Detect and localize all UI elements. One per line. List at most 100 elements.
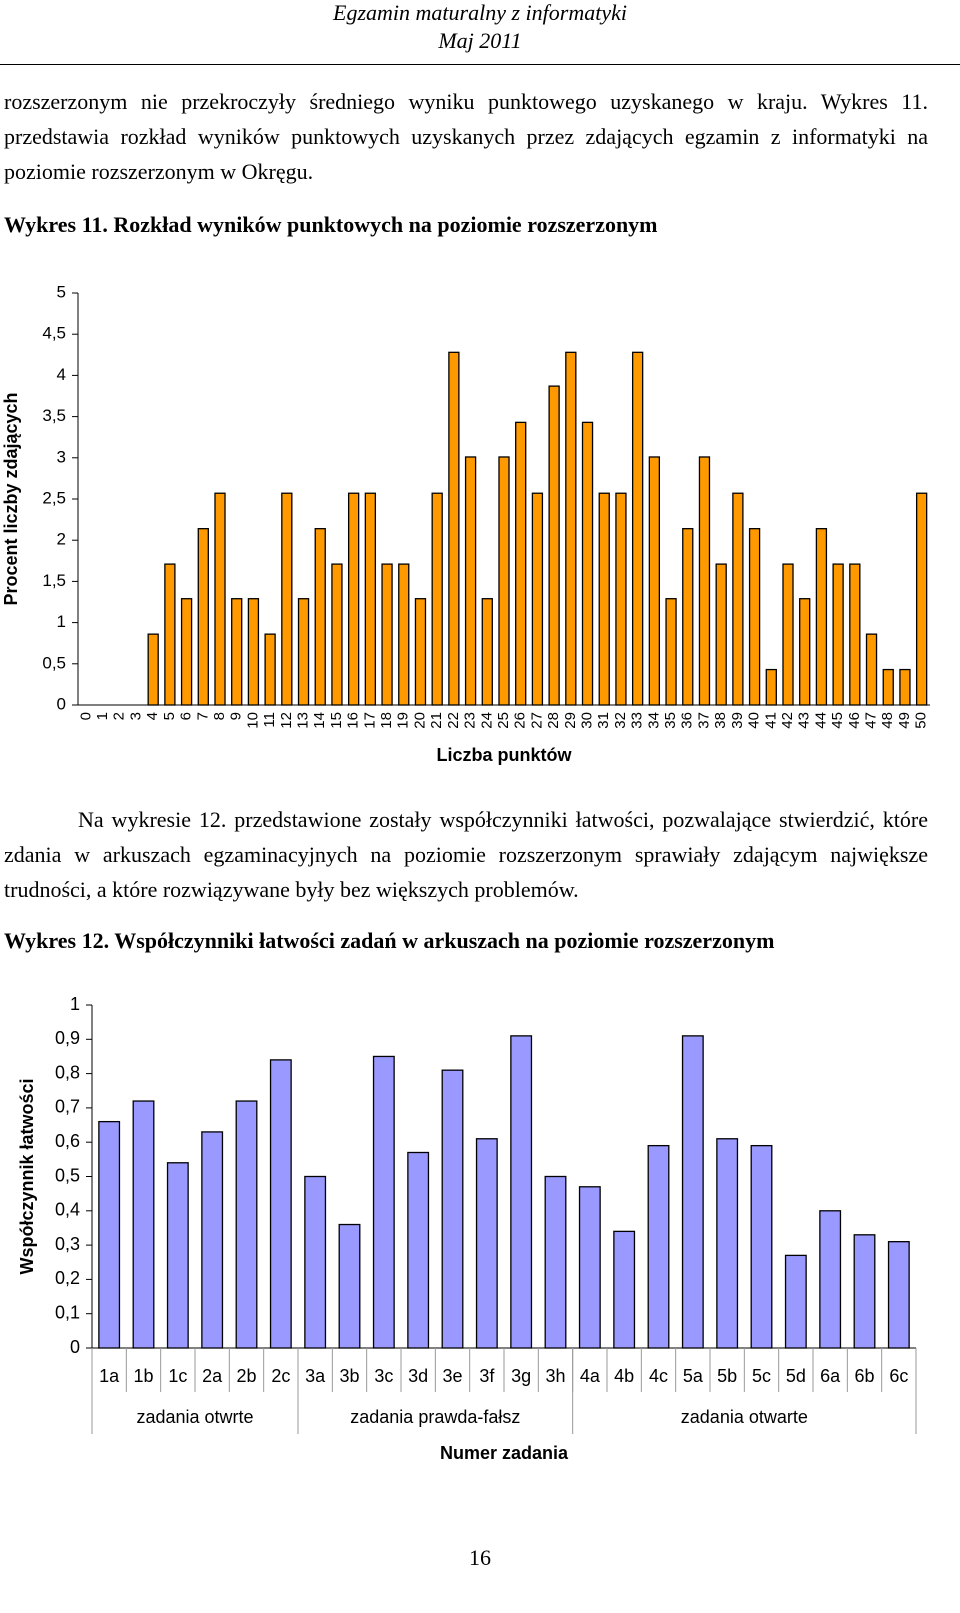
x-tick-label: 3f [479, 1366, 495, 1386]
y-tick-label: 0,2 [55, 1268, 80, 1288]
x-tick-label: 32 [612, 712, 629, 729]
y-tick-label: 4,5 [42, 324, 66, 343]
x-tick-label: 10 [244, 712, 261, 729]
y-tick-label: 1,5 [42, 571, 66, 590]
x-tick-label: 14 [311, 712, 328, 729]
chart-caption: Wykres 11. Rozkład wyników punktowych na… [4, 212, 658, 237]
bar [247, 598, 260, 706]
bar [915, 492, 928, 706]
bar [782, 563, 794, 706]
bar [581, 421, 594, 706]
header-rule [0, 64, 960, 65]
bar [98, 1120, 121, 1349]
x-tick-label: 47 [862, 712, 879, 729]
bar [180, 598, 193, 706]
y-tick-label: 0,7 [55, 1097, 80, 1117]
paragraph: rozszerzonym nie przekroczyły średniego … [4, 89, 928, 184]
x-tick-label: 41 [762, 712, 779, 729]
bar [548, 385, 560, 706]
bar [647, 1144, 670, 1349]
x-tick-label: 11 [261, 712, 278, 728]
y-tick-label: 0,1 [55, 1302, 80, 1322]
bar [750, 1144, 773, 1349]
bar [264, 633, 276, 706]
bar [665, 598, 677, 706]
bar [865, 633, 878, 706]
x-tick-label: 2c [271, 1366, 290, 1386]
x-tick-label: 50 [913, 712, 930, 729]
x-tick-label: 15 [328, 712, 345, 729]
bar [815, 528, 828, 706]
x-tick-label: 6b [854, 1366, 874, 1386]
bar [887, 1241, 910, 1349]
chart-caption: Wykres 12. Współczynniki łatwości zadań … [4, 928, 775, 953]
x-tick-label: 2 [111, 712, 128, 720]
x-tick-label: 3 [127, 712, 144, 720]
x-tick-label: 3a [305, 1366, 326, 1386]
bar [364, 492, 377, 706]
page-number: 16 [469, 1545, 491, 1570]
bar [304, 1175, 327, 1349]
x-tick-label: 24 [478, 712, 495, 729]
x-tick-label: 44 [812, 712, 829, 729]
x-tick-label: 42 [779, 712, 796, 729]
bar [882, 668, 894, 706]
y-tick-label: 0,4 [55, 1200, 80, 1220]
x-tick-label: 5a [683, 1366, 704, 1386]
x-tick-label: 1c [168, 1366, 187, 1386]
bar [269, 1059, 292, 1349]
x-tick-label: 34 [645, 712, 662, 729]
y-tick-label: 0,5 [42, 653, 66, 672]
x-tick-label: 33 [629, 712, 646, 729]
group-label: zadania prawda-fałsz [350, 1407, 520, 1427]
x-tick-label: 35 [662, 712, 679, 729]
y-axis-title: Procent liczby zdających [1, 392, 21, 605]
y-tick-label: 4 [57, 365, 66, 384]
x-tick-label: 3b [339, 1366, 359, 1386]
y-tick-label: 3 [57, 447, 66, 466]
y-tick-label: 0,3 [55, 1234, 80, 1254]
bar [147, 633, 159, 706]
x-tick-label: 1b [133, 1366, 153, 1386]
bar [531, 492, 544, 706]
x-tick-label: 16 [345, 712, 362, 729]
bar [347, 492, 360, 706]
bar [297, 598, 310, 706]
x-tick-label: 36 [679, 712, 696, 729]
x-tick-label: 5b [717, 1366, 737, 1386]
x-tick-label: 46 [846, 712, 863, 729]
bar [464, 456, 477, 706]
bar [381, 563, 393, 706]
bar [231, 598, 243, 706]
bar [715, 563, 727, 706]
x-tick-label: 3e [442, 1366, 462, 1386]
y-tick-label: 0,9 [55, 1028, 80, 1048]
y-tick-label: 5 [57, 282, 66, 301]
x-axis-title: Numer zadania [440, 1443, 569, 1463]
x-tick-label: 4b [614, 1366, 634, 1386]
bar [853, 1234, 876, 1349]
x-tick-label: 6a [820, 1366, 841, 1386]
x-tick-label: 3g [511, 1366, 531, 1386]
bar [407, 1151, 430, 1349]
bar [698, 456, 711, 706]
x-tick-label: 1 [94, 712, 111, 720]
bar [164, 563, 176, 706]
x-tick-label: 22 [445, 712, 462, 729]
bar [398, 563, 410, 706]
y-tick-label: 1 [57, 612, 66, 631]
bar [201, 1131, 224, 1349]
x-tick-label: 2b [236, 1366, 256, 1386]
bar [544, 1175, 567, 1349]
x-tick-label: 5 [161, 712, 178, 720]
bar [498, 456, 510, 706]
y-tick-label: 2,5 [42, 488, 66, 507]
x-tick-label: 13 [294, 712, 311, 729]
bar [431, 492, 443, 706]
x-axis-title: Liczba punktów [437, 745, 573, 765]
x-tick-label: 3h [545, 1366, 565, 1386]
x-tick-label: 4c [649, 1366, 668, 1386]
y-axis-title: Współczynnik łatwości [17, 1078, 37, 1274]
bar [235, 1100, 258, 1349]
